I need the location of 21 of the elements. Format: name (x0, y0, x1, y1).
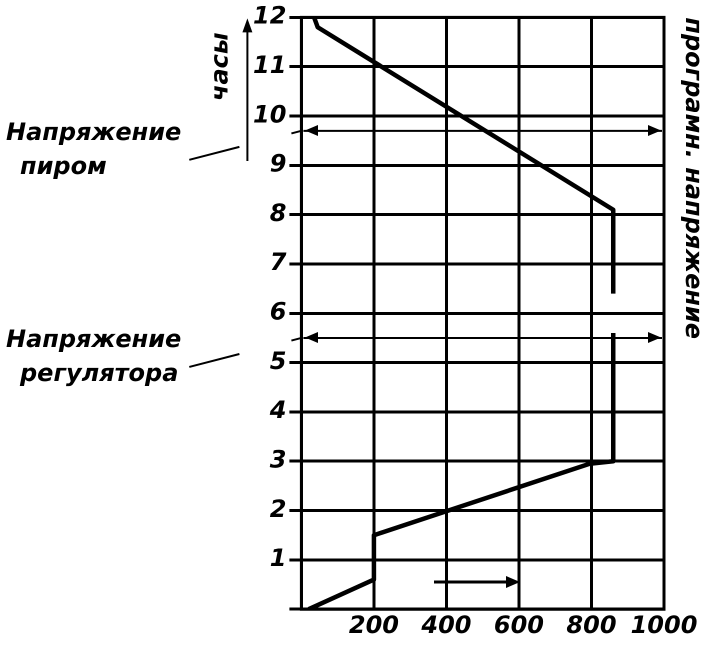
x-tick-label: 800 (566, 610, 617, 639)
y-tick-label: 4 (268, 396, 286, 424)
y-tick-label: 2 (270, 494, 286, 523)
y-tick-label: 5 (270, 346, 286, 375)
x-tick-label: 600 (494, 610, 544, 639)
x-tick-label: 200 (348, 610, 399, 639)
y-tick-label: 1 (270, 544, 286, 572)
x-tick-label: 400 (420, 610, 472, 639)
y-tick-label: 12 (252, 2, 286, 30)
y-axis-title: часы (206, 32, 234, 102)
x-tick-label: 1000 (630, 610, 698, 639)
y-tick-label: 7 (270, 248, 287, 276)
y-tick-label: 3 (270, 445, 286, 474)
y-tick-label: 9 (270, 150, 286, 178)
y-tick-label: 11 (252, 50, 286, 79)
y-tick-label: 6 (270, 298, 286, 326)
y-tick-label: 10 (252, 100, 286, 128)
text: Напряжение регулятора (6, 324, 182, 387)
text: програмн. напряжение (680, 17, 708, 340)
text: Напряжение пиром (6, 118, 182, 180)
y-tick-label: 8 (270, 198, 286, 227)
